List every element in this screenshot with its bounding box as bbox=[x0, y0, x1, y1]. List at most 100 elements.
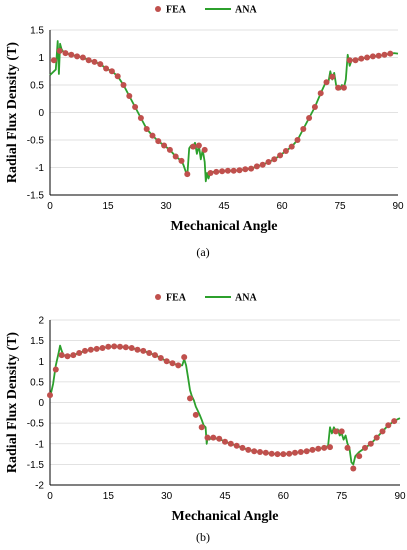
x-tick-label: 15 bbox=[102, 201, 114, 212]
data-point-fea bbox=[286, 450, 293, 457]
y-tick-label: -0.5 bbox=[27, 136, 45, 147]
data-point-fea bbox=[369, 53, 376, 60]
data-point-fea bbox=[166, 146, 173, 153]
data-point-fea bbox=[297, 449, 304, 455]
data-point-fea bbox=[62, 50, 69, 57]
data-point-fea bbox=[230, 167, 237, 174]
data-point-fea bbox=[210, 434, 217, 441]
data-point-fea bbox=[105, 343, 112, 350]
data-point-fea bbox=[172, 153, 179, 160]
data-point-fea bbox=[329, 73, 336, 80]
data-point-fea bbox=[262, 449, 269, 456]
x-tick-label: 60 bbox=[278, 491, 290, 502]
data-point-fea bbox=[108, 68, 115, 75]
data-point-fea bbox=[379, 428, 386, 435]
x-tick-label: 90 bbox=[394, 491, 406, 502]
x-tick-label: 45 bbox=[218, 201, 230, 212]
y-axis-title: Radial Flux Density (T) bbox=[5, 42, 20, 184]
data-point-fea bbox=[277, 152, 284, 159]
y-tick-label: -2 bbox=[35, 481, 44, 492]
data-point-fea bbox=[323, 79, 330, 86]
data-point-fea bbox=[271, 156, 278, 163]
legend-label-fea: FEA bbox=[166, 5, 187, 16]
y-tick-label: -1 bbox=[35, 439, 44, 450]
data-point-fea bbox=[274, 451, 281, 458]
data-point-fea bbox=[117, 343, 123, 350]
data-point-fea bbox=[288, 143, 295, 150]
data-point-fea bbox=[207, 170, 214, 176]
data-point-fea bbox=[340, 84, 347, 91]
data-point-fea bbox=[239, 444, 246, 451]
data-point-fea bbox=[362, 444, 368, 451]
data-point-fea bbox=[350, 465, 357, 472]
y-tick-label: 0 bbox=[38, 108, 44, 119]
data-point-fea bbox=[122, 344, 129, 351]
x-axis-title: Mechanical Angle bbox=[172, 509, 279, 524]
data-point-fea bbox=[187, 395, 193, 402]
x-axis-title: Mechanical Angle bbox=[171, 219, 278, 234]
data-point-fea bbox=[292, 449, 298, 456]
data-point-fea bbox=[91, 58, 98, 65]
data-point-fea bbox=[391, 418, 398, 425]
data-point-fea bbox=[385, 422, 392, 429]
data-point-fea bbox=[201, 146, 208, 153]
data-point-fea bbox=[181, 354, 188, 361]
data-point-fea bbox=[149, 132, 156, 139]
data-point-fea bbox=[367, 440, 374, 447]
data-point-fea bbox=[364, 54, 371, 61]
data-point-fea bbox=[195, 142, 202, 149]
data-point-fea bbox=[132, 104, 139, 110]
data-point-fea bbox=[332, 428, 339, 435]
data-point-fea bbox=[143, 126, 150, 132]
data-point-fea bbox=[50, 57, 57, 64]
data-point-fea bbox=[64, 353, 71, 360]
data-point-fea bbox=[47, 392, 53, 399]
data-point-fea bbox=[219, 168, 226, 175]
data-point-fea bbox=[87, 346, 94, 353]
data-point-fea bbox=[192, 411, 199, 418]
data-point-fea bbox=[163, 358, 170, 365]
y-tick-label: 1 bbox=[38, 357, 44, 368]
legend-marker-fea bbox=[155, 294, 161, 300]
data-point-fea bbox=[120, 82, 127, 88]
legend-label-ana: ANA bbox=[235, 5, 257, 16]
y-tick-label: -0.5 bbox=[27, 419, 45, 430]
data-point-fea bbox=[114, 73, 121, 80]
data-point-fea bbox=[52, 366, 59, 373]
data-point-fea bbox=[126, 93, 133, 99]
data-point-fea bbox=[303, 448, 310, 455]
data-point-fea bbox=[294, 137, 301, 143]
data-point-fea bbox=[352, 57, 359, 64]
data-point-fea bbox=[198, 424, 205, 431]
data-point-fea bbox=[216, 435, 223, 442]
y-tick-label: 0 bbox=[38, 398, 44, 409]
data-point-fea bbox=[93, 345, 100, 352]
data-point-fea bbox=[74, 53, 81, 60]
data-point-fea bbox=[137, 115, 144, 121]
x-tick-label: 75 bbox=[334, 201, 346, 212]
data-point-fea bbox=[169, 360, 176, 367]
data-point-fea bbox=[346, 57, 353, 64]
legend-label-ana: ANA bbox=[235, 293, 257, 304]
y-tick-label: 2 bbox=[38, 316, 44, 327]
data-point-fea bbox=[134, 346, 141, 353]
data-point-fea bbox=[375, 52, 382, 59]
data-point-fea bbox=[356, 453, 363, 460]
data-point-fea bbox=[175, 362, 182, 369]
data-point-fea bbox=[259, 161, 266, 168]
data-point-fea bbox=[280, 451, 287, 458]
data-point-fea bbox=[265, 159, 272, 165]
y-tick-label: 1.5 bbox=[30, 336, 44, 347]
data-point-fea bbox=[321, 444, 328, 451]
data-point-fea bbox=[251, 448, 258, 455]
data-point-fea bbox=[222, 438, 228, 445]
y-tick-label: -1.5 bbox=[27, 460, 45, 471]
x-tick-label: 30 bbox=[161, 491, 173, 502]
x-tick-label: 45 bbox=[219, 491, 231, 502]
data-point-fea bbox=[56, 47, 63, 54]
y-tick-label: 0.5 bbox=[30, 377, 44, 388]
y-tick-label: -1.5 bbox=[27, 191, 45, 202]
data-point-fea bbox=[204, 434, 211, 441]
data-point-fea bbox=[309, 446, 316, 453]
